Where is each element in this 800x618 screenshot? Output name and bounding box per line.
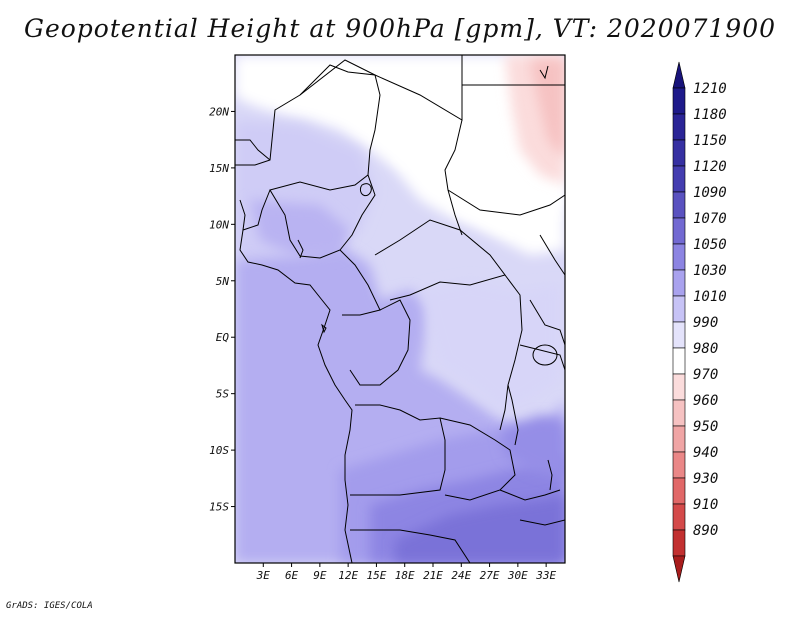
border-congo-drc [349,299,411,386]
lat-tick-label: 15S [209,501,229,514]
latitude-ticks: 20N 15N 10N 5N EQ 5S 10S 15S [209,105,235,514]
border-cameroon [339,249,381,316]
colorbar-swatch [672,347,686,375]
colorbar: 1210 1180 1150 1120 1090 1070 1050 1030 1010 990 9… [672,61,727,583]
colorbar-swatch [672,269,686,297]
lat-tick-label: 15N [209,162,229,175]
lake-malawi [547,459,553,491]
colorbar-swatch [672,243,686,271]
colorbar-label: 970 [693,367,718,383]
border-car [374,219,506,301]
lon-tick-label: 21E [423,569,443,582]
colorbar-label: 1030 [693,263,727,279]
map-frame [234,54,566,564]
colorbar-label: 960 [693,393,718,409]
longitude-ticks: 3E 6E 9E 12E 15E 18E 21E 24E 27E 30E 33E [256,563,556,582]
lake-victoria [532,344,558,366]
field-purple-deepest [395,495,565,563]
colorbar-swatch [672,425,686,453]
colorbar-label: 1150 [693,133,727,149]
border-nigeria [269,174,376,259]
coastline-west-africa [239,199,353,563]
lat-tick-label: 20N [209,105,229,118]
lon-tick-label: 12E [338,569,358,582]
lon-tick-label: 15E [366,569,386,582]
colorbar-label: 1010 [693,289,727,305]
border-angola [350,404,446,496]
border-drc-east [499,274,523,431]
colorbar-label: 890 [693,523,718,539]
lon-tick-label: 33E [535,569,556,582]
field-white-center [380,110,565,235]
colorbar-label: 1210 [693,81,727,97]
colorbar-bottom-triangle [672,555,686,583]
lake-tanganyika [507,384,519,446]
colorbar-swatch [672,477,686,505]
border-mali-niger [235,64,381,176]
colorbar-swatch [672,295,686,323]
map-title: Geopotential Height at 900hPa [gpm], VT:… [23,14,777,43]
lat-tick-label: EQ [216,331,230,344]
border-west-misc [235,139,271,231]
lon-tick-label: 6E [285,569,299,582]
border-chad-sudan [444,119,463,236]
border-ethiopia [539,234,565,276]
colorbar-swatch [672,113,686,141]
border-libya-chad [374,55,463,121]
lake-chad [359,183,372,197]
colorbar-swatch [672,165,686,193]
colorbar-swatch [672,321,686,349]
lon-tick-label: 18E [395,569,415,582]
colorbar-swatch [672,139,686,167]
colorbar-label: 930 [693,471,718,487]
colorbar-swatch [672,87,686,115]
colorbar-label: 1090 [693,185,727,201]
colorbar-label: 990 [693,315,718,331]
lakes [297,65,558,491]
colorbar-swatch [672,529,686,557]
border-namibia-botswana [350,529,471,563]
credit-text: GrADS: IGES/COLA [6,601,93,611]
colorbar-label: 1070 [693,211,727,227]
colorbar-swatch [672,373,686,401]
border-tanzania-kenya [519,299,565,371]
height-field [235,55,565,563]
lon-tick-label: 9E [313,569,327,582]
lat-tick-label: 10S [209,444,229,457]
colorbar-label: 910 [693,497,718,513]
colorbar-swatch [672,451,686,479]
field-medium-lavender-north [250,200,350,258]
field-pale-congo [420,280,560,410]
lon-tick-label: 3E [256,569,271,582]
lake-volta [297,239,304,259]
colorbar-label: 950 [693,419,718,435]
colorbar-label: 940 [693,445,718,461]
country-borders [235,55,565,563]
border-zambia [439,417,516,501]
colorbar-label: 980 [693,341,718,357]
border-zimbabwe-moz [499,489,565,526]
colorbar-swatch [672,191,686,219]
border-algeria-libya [299,59,376,96]
lat-tick-label: 5S [216,388,230,401]
lake-nasser [539,65,549,80]
island-bioko [321,323,327,334]
lat-tick-label: 10N [209,218,229,231]
colorbar-top-triangle [672,61,686,89]
colorbar-label: 1120 [693,159,727,175]
lon-tick-label: 30E [507,569,528,582]
colorbar-label: 1050 [693,237,727,253]
border-sudan-ssudan [447,189,565,216]
colorbar-label: 1180 [693,107,727,123]
lon-tick-label: 27E [480,569,500,582]
field-pink-ne-core [530,58,565,160]
colorbar-swatch [672,503,686,531]
colorbar-swatch [672,217,686,245]
colorbar-swatch [672,399,686,427]
lat-tick-label: 5N [216,275,230,288]
lon-tick-label: 24E [451,569,471,582]
